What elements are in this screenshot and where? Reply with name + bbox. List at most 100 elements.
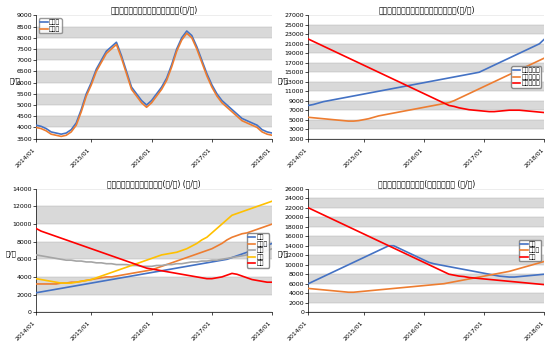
Line: 若羌: 若羌 [309, 246, 544, 284]
若羌产地价 [405, 84, 412, 88]
阿克苏 [536, 261, 543, 265]
Bar [309, 72, 544, 82]
阿克苏 [83, 278, 90, 282]
批发价 [73, 121, 80, 125]
若羌 [218, 258, 225, 262]
沧州 [53, 234, 59, 238]
和田 [330, 218, 337, 222]
阿克苏 [53, 282, 59, 286]
收购价 [118, 56, 125, 60]
若羌收购价 [441, 101, 447, 105]
收购价 [184, 31, 190, 35]
Bar [36, 15, 272, 26]
Line: 若羌批发价: 若羌批发价 [309, 39, 544, 105]
和田 [153, 263, 160, 268]
若羌 [360, 255, 367, 260]
若羌产地价 [506, 108, 513, 112]
沧州 [173, 271, 180, 276]
若羌 [330, 270, 337, 274]
哈密 [199, 238, 205, 242]
沧州 [128, 261, 135, 265]
阿克苏 [108, 275, 115, 279]
收购价 [103, 51, 109, 56]
若羌批发价 [431, 79, 437, 83]
若羌收购价 [305, 115, 312, 119]
阿克苏 [501, 270, 508, 274]
若羌 [381, 246, 387, 250]
和田 [224, 256, 230, 261]
沧州 [93, 248, 100, 253]
Line: 和田: 和田 [309, 208, 544, 285]
哈密 [218, 222, 225, 226]
若羌 [83, 282, 90, 286]
若羌收购价 [330, 118, 337, 122]
收购价 [83, 94, 90, 98]
阿克苏 [370, 288, 377, 293]
批发价 [48, 130, 54, 134]
和田 [305, 206, 312, 210]
和田 [48, 255, 54, 260]
和田 [83, 260, 90, 264]
和田 [395, 248, 402, 253]
阿克苏 [244, 231, 250, 235]
阿克苏 [446, 281, 452, 285]
沧州 [229, 271, 235, 276]
哈密 [68, 281, 74, 285]
哈密 [78, 279, 85, 283]
批发价 [38, 124, 45, 128]
若羌批发价 [456, 74, 463, 78]
批发价 [33, 123, 40, 127]
若羌 [471, 269, 477, 273]
若羌 [355, 258, 362, 262]
Y-axis label: 元/吨: 元/吨 [9, 77, 20, 84]
和田 [360, 232, 367, 236]
哈密 [224, 218, 230, 222]
沧州 [138, 264, 145, 269]
和田 [103, 262, 109, 266]
沧州 [153, 268, 160, 272]
和田 [239, 254, 245, 258]
Bar [309, 236, 544, 246]
若羌收购价 [446, 101, 452, 105]
若羌收购价 [310, 116, 317, 120]
若羌 [405, 251, 412, 255]
批发价 [168, 62, 175, 67]
和田 [244, 253, 250, 257]
阿克苏 [199, 250, 205, 254]
沧州 [33, 226, 40, 230]
若羌 [148, 270, 155, 274]
若羌收购价 [360, 118, 367, 122]
若羌批发价 [365, 91, 372, 95]
若羌收购价 [450, 99, 457, 103]
沧州 [204, 277, 210, 281]
阿克苏 [208, 247, 215, 251]
阿克苏 [496, 271, 503, 275]
收购价 [218, 101, 225, 105]
收购价 [239, 119, 245, 123]
沧州 [38, 229, 45, 233]
和田 [259, 250, 266, 254]
和田 [446, 272, 452, 276]
收购价 [58, 134, 64, 138]
批发价 [244, 119, 250, 123]
若羌产地价 [481, 109, 487, 113]
若羌批发价 [466, 72, 472, 76]
阿克苏 [305, 286, 312, 290]
批发价 [254, 123, 260, 127]
若羌 [466, 268, 472, 272]
收购价 [254, 125, 260, 129]
若羌 [264, 243, 271, 247]
和田 [58, 257, 64, 261]
若羌 [416, 255, 422, 260]
哈密 [148, 256, 155, 261]
沧州 [63, 238, 69, 242]
Legend: 若羌批发价, 若羌收购价, 若羌产地价: 若羌批发价, 若羌收购价, 若羌产地价 [512, 66, 541, 87]
和田 [511, 280, 518, 284]
若羌 [213, 259, 220, 263]
若羌产地价 [486, 110, 492, 114]
阿克苏 [133, 270, 140, 274]
若羌 [168, 267, 175, 271]
阿克苏 [335, 289, 342, 293]
沧州 [194, 275, 200, 279]
若羌 [208, 260, 215, 264]
